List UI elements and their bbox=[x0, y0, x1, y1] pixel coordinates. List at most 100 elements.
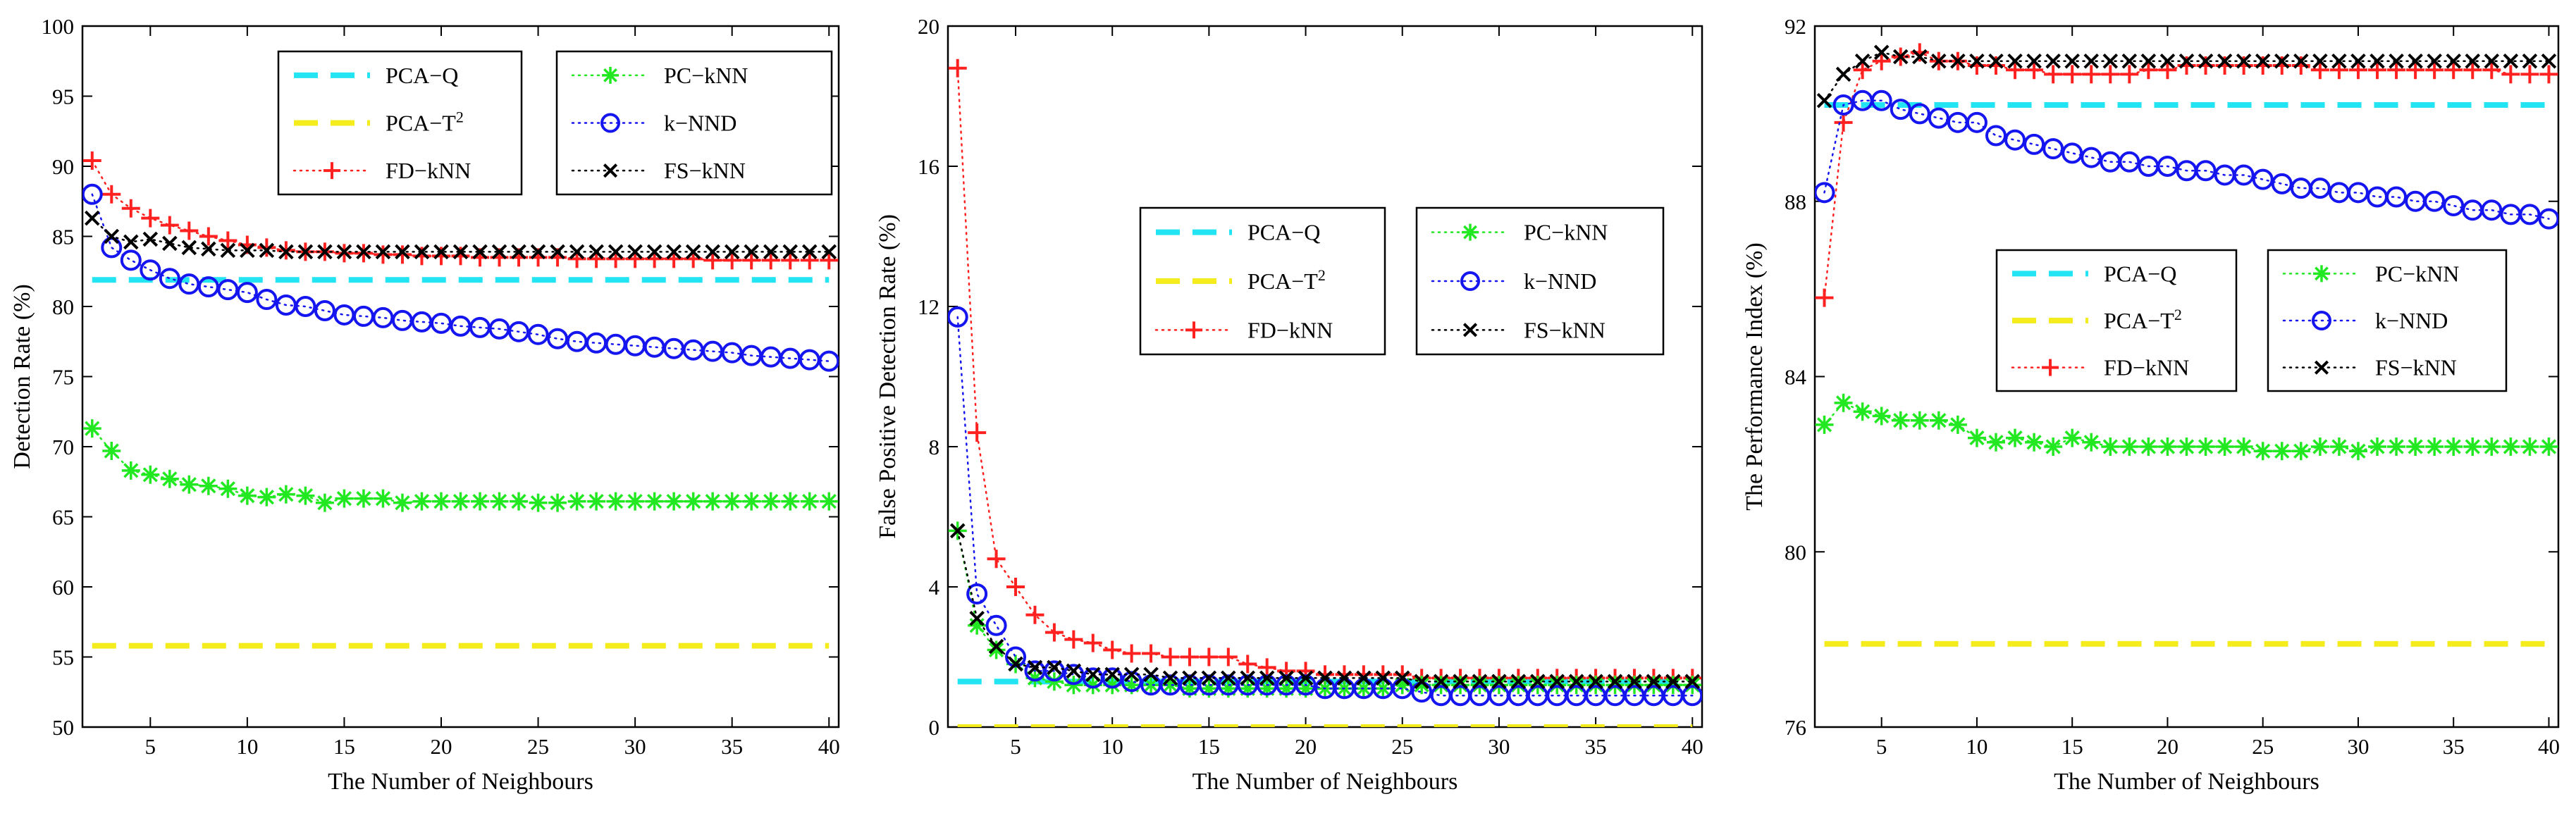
legend-label: FD−kNN bbox=[2104, 355, 2189, 380]
legend-label-text: FS−kNN bbox=[2375, 355, 2457, 380]
legend-label: PC−kNN bbox=[1524, 220, 1608, 245]
star-marker bbox=[82, 419, 101, 438]
legend-item: k−NND bbox=[571, 111, 737, 136]
cross-marker bbox=[2389, 53, 2404, 69]
y-axis-label: False Positive Detection Rate (%) bbox=[875, 214, 901, 539]
cross-marker bbox=[201, 241, 216, 257]
star-marker bbox=[431, 492, 450, 511]
star-marker bbox=[2177, 438, 2196, 456]
circle-marker bbox=[818, 350, 839, 372]
plus-marker bbox=[1044, 623, 1064, 642]
cross-marker bbox=[1510, 674, 1527, 690]
legend-item: FD−kNN bbox=[2011, 355, 2189, 380]
y-tick-label: 4 bbox=[929, 575, 940, 600]
circle-marker bbox=[948, 306, 968, 328]
cross-marker bbox=[2140, 53, 2157, 69]
x-tick-label: 30 bbox=[2347, 734, 2369, 759]
star-marker bbox=[238, 486, 257, 505]
y-tick-label: 92 bbox=[1785, 14, 1806, 39]
legend-label-text: PC−kNN bbox=[1524, 220, 1608, 245]
cross-marker bbox=[763, 244, 779, 260]
cross-marker bbox=[1453, 674, 1468, 690]
cross-marker bbox=[511, 244, 526, 260]
star-marker bbox=[2272, 442, 2291, 461]
circle-marker bbox=[1909, 103, 1930, 125]
star-marker bbox=[315, 493, 334, 512]
legend-item: FS−kNN bbox=[1431, 317, 1606, 342]
legend-label-text: FS−kNN bbox=[1524, 317, 1606, 342]
star-marker bbox=[587, 492, 606, 511]
star-marker bbox=[1393, 676, 1412, 695]
star-marker bbox=[257, 488, 276, 507]
legend-item: FS−kNN bbox=[571, 158, 746, 183]
y-tick-label: 60 bbox=[52, 575, 74, 600]
legend-frame bbox=[1995, 249, 2238, 392]
plus-marker bbox=[82, 151, 101, 170]
legend-label-text: FD−kNN bbox=[1247, 317, 1333, 342]
cross-marker bbox=[550, 244, 565, 260]
cross-marker bbox=[666, 244, 682, 260]
star-marker bbox=[2463, 438, 2482, 456]
cross-marker bbox=[2541, 53, 2557, 69]
plus-marker bbox=[257, 238, 276, 257]
star-marker bbox=[2313, 265, 2330, 283]
circle-marker bbox=[1890, 99, 1911, 120]
y-tick-label: 95 bbox=[52, 85, 74, 109]
star-marker bbox=[1929, 411, 1948, 430]
cross-marker bbox=[569, 244, 585, 260]
cross-marker bbox=[530, 244, 546, 260]
cross-marker bbox=[724, 244, 740, 260]
legend-label-text: k−NND bbox=[664, 111, 737, 136]
cross-marker bbox=[2083, 53, 2100, 69]
star-marker bbox=[626, 492, 645, 511]
x-tick-label: 5 bbox=[1010, 734, 1021, 759]
x-axis-label: The Number of Neighbours bbox=[1193, 769, 1458, 795]
plus-marker bbox=[781, 251, 800, 270]
circle-marker bbox=[1682, 685, 1702, 707]
star-marker bbox=[1412, 676, 1431, 695]
cross-marker bbox=[1047, 659, 1062, 676]
legend-item: FD−kNN bbox=[1154, 317, 1333, 342]
cross-marker bbox=[2064, 53, 2080, 69]
cross-marker bbox=[1462, 323, 1478, 337]
circle-marker bbox=[2481, 199, 2503, 221]
star-marker bbox=[2501, 438, 2520, 456]
circle-marker bbox=[256, 289, 278, 311]
circle-marker bbox=[600, 113, 620, 133]
legend-label-text: PCA−T bbox=[2104, 308, 2174, 333]
plus-marker bbox=[2482, 61, 2501, 80]
cross-marker bbox=[988, 638, 1004, 655]
legend-frame bbox=[2267, 249, 2508, 392]
star-marker bbox=[2539, 438, 2558, 456]
legend-item: PC−kNN bbox=[571, 63, 748, 88]
circle-marker bbox=[236, 282, 258, 304]
star-marker bbox=[1025, 669, 1044, 688]
y-tick-label: 75 bbox=[52, 365, 74, 390]
legend-label: FS−kNN bbox=[1524, 317, 1606, 342]
star-marker bbox=[2044, 438, 2063, 456]
cross-marker bbox=[1835, 66, 1851, 82]
series-cross bbox=[84, 210, 837, 260]
circle-marker bbox=[2443, 194, 2465, 216]
x-tick-label: 30 bbox=[1488, 734, 1510, 759]
circle-marker bbox=[217, 279, 239, 301]
cross-marker bbox=[782, 244, 798, 260]
cross-marker bbox=[2274, 53, 2290, 69]
y-tick-label: 85 bbox=[52, 225, 74, 249]
cross-marker bbox=[1027, 659, 1043, 676]
cross-marker bbox=[278, 244, 294, 260]
star-marker bbox=[393, 493, 412, 512]
star-marker bbox=[1122, 676, 1141, 695]
cross-marker bbox=[1414, 674, 1429, 690]
star-marker bbox=[471, 492, 490, 511]
cross-marker bbox=[142, 231, 159, 247]
star-marker bbox=[2253, 442, 2272, 461]
cross-marker bbox=[949, 523, 966, 539]
star-marker bbox=[2082, 433, 2101, 452]
legend-label-text: PCA−Q bbox=[386, 63, 458, 88]
legend-box: PC−kNN k−NND FS−kNN bbox=[2267, 249, 2508, 392]
star-marker bbox=[141, 465, 160, 484]
x-tick-label: 35 bbox=[1585, 734, 1607, 759]
cross-marker bbox=[2522, 53, 2538, 69]
cross-marker bbox=[2045, 53, 2061, 69]
